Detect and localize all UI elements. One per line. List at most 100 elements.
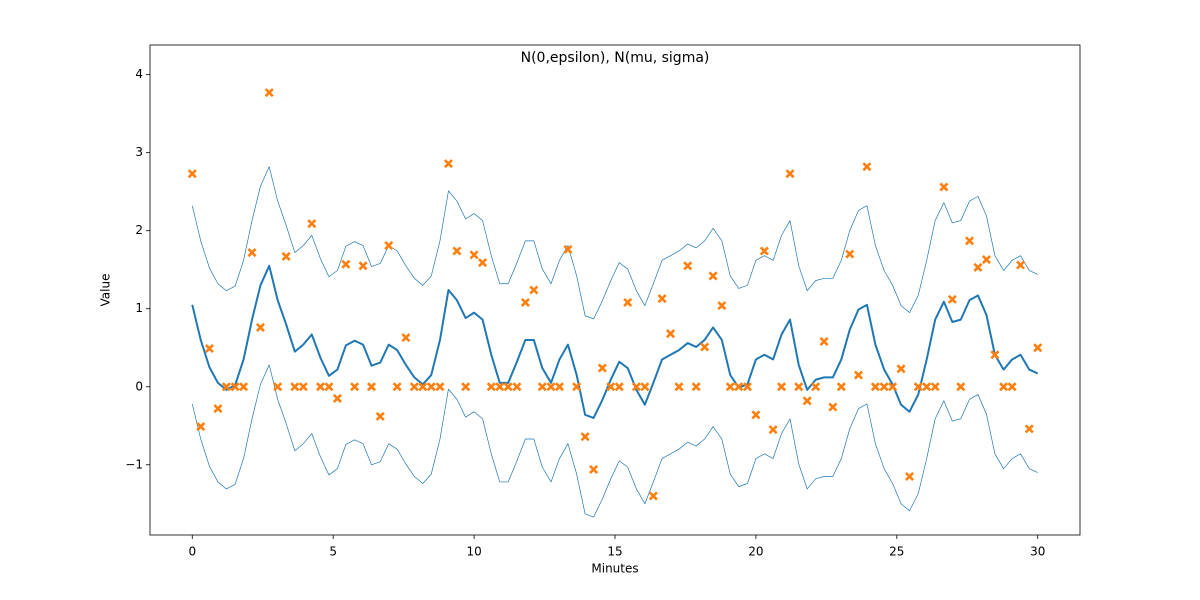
scatter-point [999, 382, 1009, 392]
x-tick-label: 10 [466, 545, 481, 559]
scatter-point [623, 297, 633, 308]
scatter-point [315, 382, 326, 392]
scatter-point [862, 162, 872, 172]
scatter-point [239, 382, 249, 392]
scatter-point [759, 246, 769, 256]
scatter-point [717, 301, 727, 311]
scatter-point [495, 382, 505, 392]
scatter-point [965, 236, 975, 246]
scatter-point [196, 422, 206, 432]
scatter-point [572, 382, 582, 392]
scatter-point [973, 262, 983, 272]
scatter-point [512, 382, 522, 392]
scatter-point [435, 382, 445, 392]
scatter-point [939, 182, 949, 192]
scatter-point [956, 382, 966, 392]
scatter-point [708, 271, 718, 281]
scatter-point [247, 248, 257, 258]
x-tick-label: 20 [748, 545, 763, 559]
scatter-point [341, 259, 351, 269]
scatter-point [657, 294, 667, 304]
scatter-point [751, 410, 761, 420]
scatter-point [597, 363, 607, 373]
scatter-point [307, 219, 317, 229]
scatter-point [384, 241, 394, 251]
scatter-point [819, 336, 829, 347]
scatter-point [691, 382, 701, 392]
scatter-point [358, 261, 368, 271]
scatter-point [904, 471, 915, 482]
scatter-point [742, 382, 752, 392]
scatter-point [401, 333, 411, 343]
scatter-point [290, 382, 300, 392]
scatter-point [990, 350, 1000, 360]
scatter-point [896, 364, 906, 374]
scatter-point [221, 382, 231, 392]
scatter-point [853, 370, 864, 380]
scatter-point [1007, 382, 1017, 392]
scatter-point [981, 255, 991, 265]
scatter-point [230, 382, 240, 392]
scatter-point [392, 382, 402, 392]
scatter-point [785, 169, 795, 179]
scatter-point [255, 322, 265, 332]
scatter-point [264, 88, 274, 98]
scatter-point [563, 244, 573, 254]
scatter-point [913, 382, 923, 392]
y-axis-label: Value [99, 274, 113, 307]
scatter-point [811, 382, 821, 392]
scatter-point [281, 251, 291, 261]
scatter-point [213, 404, 223, 414]
series-line [191, 166, 1038, 320]
scatter-point [418, 382, 428, 392]
scatter-point [554, 382, 565, 392]
scatter-point [606, 382, 616, 392]
x-tick-label: 0 [188, 545, 196, 559]
scatter-point [777, 382, 787, 392]
scatter-point [828, 402, 838, 412]
scatter-point [845, 249, 855, 259]
scatter-point [332, 393, 342, 403]
scatter-point [794, 382, 804, 392]
scatter-point [700, 342, 710, 352]
y-tick-label: −1 [125, 457, 143, 471]
scatter-point [640, 382, 650, 392]
scatter-point [1024, 424, 1034, 434]
scatter-point [478, 258, 488, 268]
scatter-point [324, 382, 334, 392]
scatter-point [879, 382, 889, 392]
scatter-point [298, 382, 308, 392]
x-axis-label: Minutes [591, 562, 638, 576]
scatter-point [503, 382, 513, 392]
scatter-point [409, 382, 419, 392]
scatter-point [930, 382, 940, 392]
scatter-point [1016, 260, 1026, 270]
scatter-point [631, 382, 641, 392]
scatter-point [350, 382, 360, 392]
scatter-point [1033, 343, 1043, 353]
scatter-point [888, 382, 898, 392]
scatter-point [768, 425, 778, 435]
y-tick-label: 1 [135, 301, 143, 315]
scatter-point [725, 382, 735, 392]
plot-frame [149, 44, 1081, 536]
scatter-point [734, 382, 744, 392]
scatter-point [452, 246, 462, 256]
scatter-point [204, 343, 214, 354]
scatter-point [836, 382, 846, 392]
scatter-point [674, 382, 684, 392]
scatter-point [614, 382, 624, 392]
y-tick-label: 4 [135, 67, 143, 81]
scatter-point [580, 432, 590, 442]
scatter-point [520, 297, 530, 308]
scatter-point [375, 411, 385, 421]
y-tick-label: 0 [135, 379, 143, 393]
scatter-point [922, 382, 932, 392]
series-line [191, 364, 1038, 518]
scatter-point [947, 294, 957, 304]
x-tick-label: 30 [1030, 545, 1045, 559]
chart-title: N(0,epsilon), N(mu, sigma) [521, 50, 710, 66]
x-tick-label: 25 [889, 545, 904, 559]
scatter-point [529, 285, 539, 295]
